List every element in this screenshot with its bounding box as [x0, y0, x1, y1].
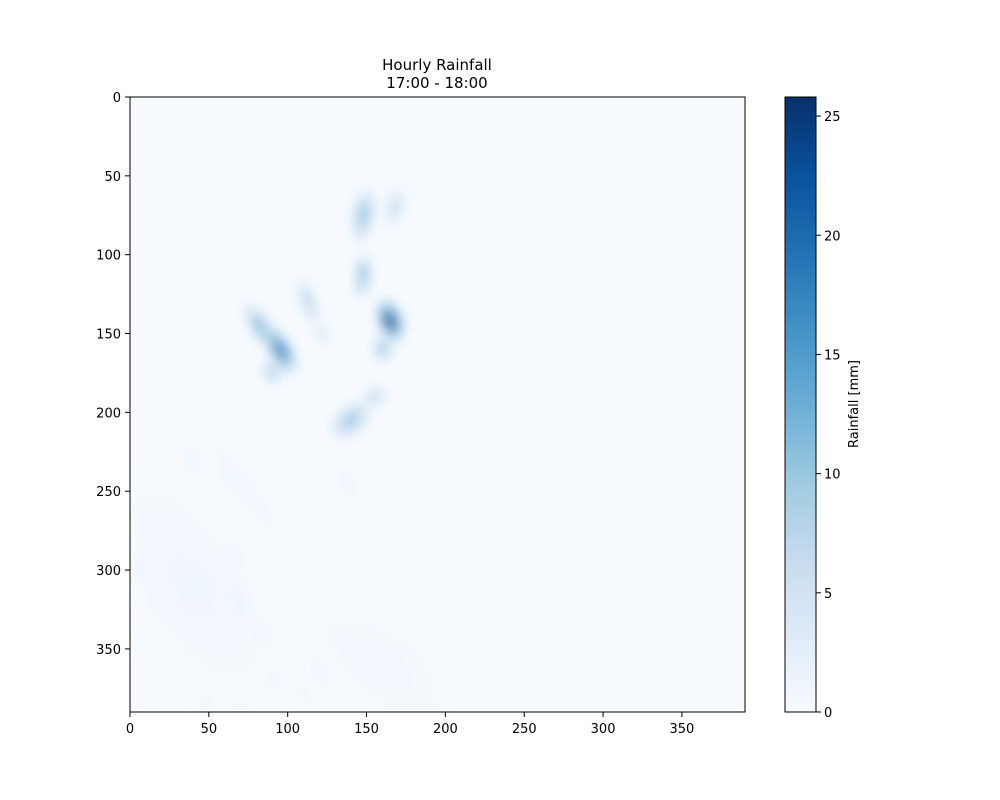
colorbar [784, 96, 817, 713]
chart-title-line-1: Hourly Rainfall [382, 56, 492, 74]
x-tick-label: 100 [275, 722, 300, 737]
rain-cell [259, 358, 285, 388]
rain-cell [130, 618, 148, 664]
rain-cell [300, 598, 465, 712]
rain-cell [130, 458, 283, 712]
y-tick-label: 150 [96, 328, 121, 343]
rain-cell [358, 380, 391, 413]
x-tick-label: 50 [201, 722, 218, 737]
rain-cell [278, 588, 297, 631]
colorbar-tick-label: 5 [824, 587, 832, 602]
colorbar-axis: 0 5 10 15 20 25 [816, 110, 841, 721]
x-tick-label: 150 [354, 722, 379, 737]
plot-frame [129, 96, 746, 713]
y-tick-label: 0 [113, 91, 121, 106]
colorbar-tick-label: 20 [824, 229, 841, 244]
colorbar-tick-label: 15 [824, 348, 841, 363]
colorbar-tick-label: 25 [824, 110, 841, 125]
rain-cell [333, 460, 362, 507]
rain-cell [347, 177, 379, 253]
colorbar-label: Rainfall [mm] [847, 360, 862, 448]
rain-cell [197, 419, 299, 563]
y-tick-label: 250 [96, 485, 121, 500]
x-tick-label: 200 [433, 722, 458, 737]
colorbar-tick-label: 0 [824, 706, 832, 721]
rain-cell [370, 334, 394, 365]
x-tick-label: 0 [126, 722, 134, 737]
rain-cell [240, 297, 279, 354]
x-tick-label: 250 [512, 722, 537, 737]
rain-cell [293, 269, 324, 335]
heatmap-area [130, 97, 745, 712]
y-tick-label: 50 [104, 170, 121, 185]
x-tick-label: 350 [670, 722, 695, 737]
chart-title-line-2: 17:00 - 18:00 [386, 74, 487, 92]
x-tick-label: 300 [591, 722, 616, 737]
y-axis: 0 50 100 150 200 250 300 350 [96, 91, 130, 658]
rain-cells [130, 177, 465, 712]
rain-cell [313, 318, 332, 349]
x-axis: 0 50 100 150 200 250 300 350 [126, 712, 694, 737]
y-tick-label: 350 [96, 643, 121, 658]
rain-cell [179, 433, 207, 486]
y-tick-label: 100 [96, 249, 121, 264]
y-tick-label: 300 [96, 564, 121, 579]
rain-cell [355, 281, 365, 298]
rain-cell [382, 179, 407, 236]
colorbar-tick-label: 10 [824, 468, 841, 483]
rain-cell [294, 678, 313, 709]
rain-cell [163, 696, 176, 712]
y-tick-label: 200 [96, 406, 121, 421]
